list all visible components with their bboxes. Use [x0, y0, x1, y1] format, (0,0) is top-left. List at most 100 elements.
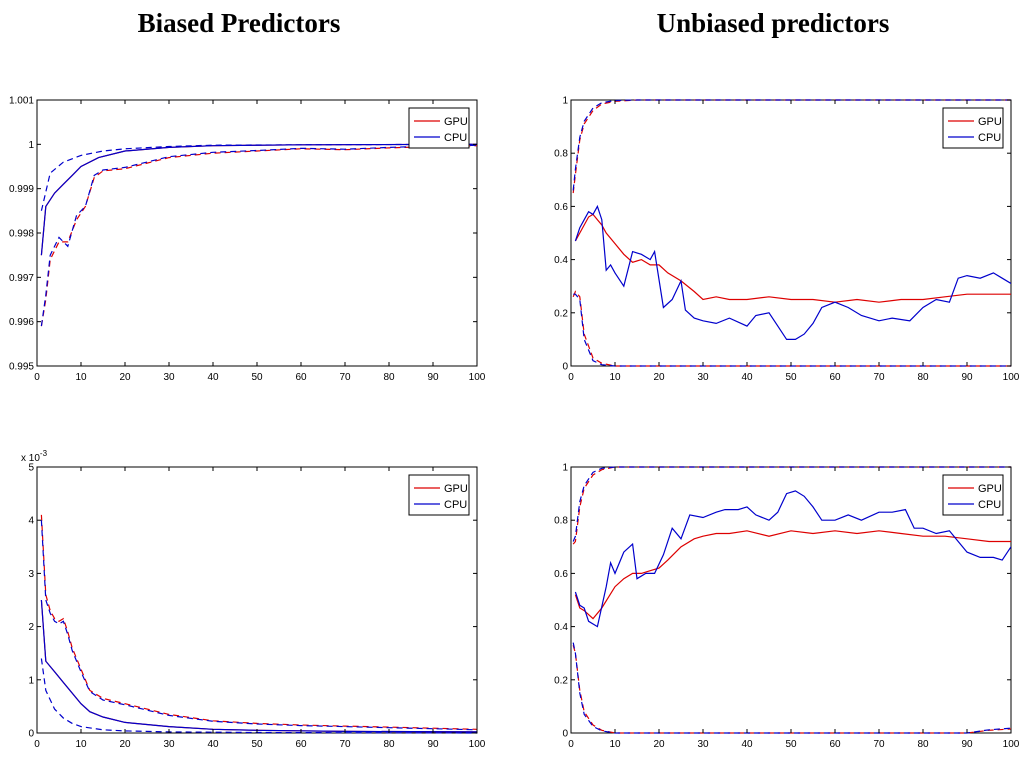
x-tick-label: 100 [1003, 739, 1020, 750]
series-cpu-line [574, 204, 1011, 340]
y-tick-label: 0.997 [9, 273, 34, 284]
series-cpu-line [40, 599, 477, 733]
series-cpu-dashed-line [572, 99, 1011, 191]
series-cpu-dashed-line [572, 466, 1011, 542]
x-tick-label: 0 [568, 372, 574, 383]
x-tick-label: 40 [207, 372, 219, 383]
x-tick-label: 70 [873, 372, 885, 383]
x-tick-label: 20 [119, 739, 131, 750]
y-tick-label: 2 [28, 622, 34, 633]
y-tick-label: 5 [28, 463, 34, 474]
x-tick-label: 50 [785, 372, 797, 383]
x-tick-label: 90 [427, 739, 439, 750]
y-tick-label: 0.2 [554, 675, 568, 686]
y-tick-label: 0 [562, 729, 568, 740]
x-tick-label: 0 [34, 739, 40, 750]
x-tick-label: 20 [653, 372, 665, 383]
y-tick-label: 0 [562, 362, 568, 373]
y-tick-label: 0 [28, 729, 34, 740]
y-tick-label: 4 [28, 516, 34, 527]
x-tick-label: 50 [251, 739, 263, 750]
series-cpu-dashed-line [40, 520, 477, 731]
x-tick-label: 20 [653, 739, 665, 750]
x-tick-label: 10 [75, 739, 87, 750]
x-tick-label: 100 [469, 372, 486, 383]
series-cpu-dashed-line [573, 293, 1011, 367]
legend-label-gpu: GPU [978, 116, 1002, 128]
x-tick-label: 0 [34, 372, 40, 383]
y-tick-label: 1 [562, 96, 568, 107]
x-tick-label: 60 [829, 372, 841, 383]
y-tick-label: 0.8 [554, 516, 568, 527]
x-tick-label: 90 [961, 739, 973, 750]
x-tick-label: 70 [339, 372, 351, 383]
x-tick-label: 30 [163, 372, 175, 383]
x-tick-label: 70 [339, 739, 351, 750]
series-gpu-line [574, 530, 1011, 620]
series-gpu-dashed-line [572, 290, 1011, 367]
x-tick-label: 0 [568, 739, 574, 750]
series-cpu-dashed-line [40, 144, 477, 327]
x-tick-label: 60 [829, 739, 841, 750]
legend-label-gpu: GPU [444, 116, 468, 128]
x-tick-label: 20 [119, 372, 131, 383]
legend: GPU CPU [408, 107, 470, 149]
legend: GPU CPU [942, 474, 1004, 516]
legend-label-cpu: CPU [978, 499, 1001, 511]
plot-frame [570, 466, 1012, 734]
x-tick-label: 30 [697, 739, 709, 750]
y-tick-label: 0.996 [9, 317, 34, 328]
x-tick-label: 50 [785, 739, 797, 750]
unbiased-predictors-heading: Unbiased predictors [656, 8, 890, 38]
x-tick-label: 40 [741, 372, 753, 383]
x-tick-label: 70 [873, 739, 885, 750]
y-exponent-label: x 10-3 [21, 449, 48, 464]
series-gpu-line [574, 213, 1011, 303]
legend-box [408, 107, 470, 149]
legend: GPU CPU [408, 474, 470, 516]
x-tick-label: 80 [917, 739, 929, 750]
y-tick-label: 0.995 [9, 362, 34, 373]
x-tick-label: 40 [741, 739, 753, 750]
x-tick-label: 10 [75, 372, 87, 383]
x-tick-label: 80 [383, 372, 395, 383]
x-tick-label: 60 [295, 739, 307, 750]
y-tick-label: 1 [28, 140, 34, 151]
y-tick-label: 1 [28, 675, 34, 686]
x-tick-label: 80 [383, 739, 395, 750]
x-tick-label: 90 [961, 372, 973, 383]
y-tick-label: 0.4 [554, 622, 568, 633]
series-cpu-dashed-line [572, 642, 1011, 734]
plot-bottom-right: 0 10 20 30 40 50 60 70 80 90 100 0 0.2 0.4 0.6 0.8 1 GPU C… [554, 463, 1020, 751]
y-tick-label: 0.8 [554, 149, 568, 160]
plot-bottom-left: 0 10 20 30 40 50 60 70 80 90 100 0 1 2 3 4 5x 10-3 GPU CPU [21, 449, 486, 750]
legend-label-gpu: GPU [978, 483, 1002, 495]
x-tick-label: 100 [1003, 372, 1020, 383]
y-tick-label: 0.2 [554, 308, 568, 319]
x-tick-label: 90 [427, 372, 439, 383]
x-tick-label: 100 [469, 739, 486, 750]
legend-box [942, 107, 1004, 149]
y-tick-label: 1.001 [9, 96, 34, 107]
legend-label-cpu: CPU [444, 132, 467, 144]
y-tick-label: 3 [28, 569, 34, 580]
series-cpu-dashed-line [40, 658, 477, 734]
x-tick-label: 30 [163, 739, 175, 750]
x-tick-label: 80 [917, 372, 929, 383]
x-tick-label: 40 [207, 739, 219, 750]
legend-label-cpu: CPU [978, 132, 1001, 144]
x-tick-label: 50 [251, 372, 263, 383]
x-tick-label: 30 [697, 372, 709, 383]
legend-box [408, 474, 470, 516]
plot-top-right: 0 10 20 30 40 50 60 70 80 90 100 0 0.2 0.4 0.6 0.8 1 GPU C… [554, 96, 1020, 384]
series-cpu-dashed-line [40, 143, 477, 211]
y-tick-label: 0.998 [9, 229, 34, 240]
legend-label-gpu: GPU [444, 483, 468, 495]
series-gpu-dashed-line [40, 145, 477, 327]
plot-top-left: 0 10 20 30 40 50 60 70 80 90 100 0.995 0.996 0.997 0.9… [9, 96, 486, 384]
legend: GPU CPU [942, 107, 1004, 149]
y-tick-label: 0.999 [9, 184, 34, 195]
legend-label-cpu: CPU [444, 499, 467, 511]
series-cpu-line [574, 490, 1011, 628]
